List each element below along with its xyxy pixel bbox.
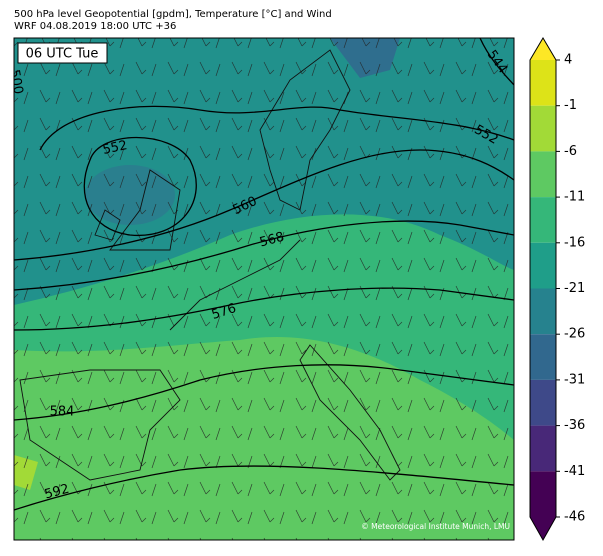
colorbar-tick-label: -36 <box>564 418 585 433</box>
contour-label: 576 <box>210 301 238 323</box>
time-label: 06 UTC Tue <box>26 47 99 62</box>
colorbar-band <box>530 197 556 243</box>
colorbar: 4 -1 -6 -11 -16 -21 -26 -31 -36 -41 -46 <box>529 37 585 542</box>
contour-label: 592 <box>43 482 71 503</box>
colorbar-tick-label: -41 <box>564 464 585 479</box>
colorbar-extend <box>530 38 556 60</box>
time-box <box>17 42 108 64</box>
contour-line <box>14 364 514 421</box>
colorbar-band <box>530 288 556 335</box>
colorbar-band <box>530 60 556 106</box>
colorbar-band <box>530 425 556 472</box>
contour-line <box>14 149 514 261</box>
contour-label: 584 <box>50 405 75 420</box>
colorbar-band <box>530 379 556 426</box>
contour-line <box>39 105 514 151</box>
contour-line <box>479 38 514 86</box>
colorbar-tick-label: -16 <box>564 235 585 250</box>
contour-label: 500 <box>6 68 25 95</box>
contour-label: 552 <box>101 138 128 158</box>
colorbar-band <box>530 334 556 380</box>
colorbar-band <box>530 242 556 289</box>
contour-line <box>14 287 514 331</box>
colorbar-tick-label: -46 <box>564 510 585 525</box>
colorbar-tick-label: -31 <box>564 372 585 387</box>
colorbar-band <box>530 471 556 517</box>
colorbar-band <box>530 105 556 152</box>
contour-line <box>83 136 197 237</box>
colorbar-tick-label: -1 <box>564 98 577 113</box>
title: 500 hPa level Geopotential [gpdm], Tempe… <box>14 9 332 20</box>
colorbar-extend <box>530 517 556 540</box>
colorbar-tick-label: -11 <box>564 190 585 205</box>
colorbar-band <box>530 151 556 198</box>
colorbar-tick-label: -26 <box>564 327 585 342</box>
subtitle: WRF 04.08.2019 18:00 UTC +36 <box>14 21 176 32</box>
contour-line <box>14 465 514 511</box>
wind-barbs <box>14 38 514 540</box>
contour-line <box>14 220 514 291</box>
colorbar-tick-label: 4 <box>564 53 572 68</box>
map: 552 560 568 576 584 592 544 552 500 © Me… <box>6 38 514 540</box>
credit: © Meteorological Institute Munich, LMU <box>361 522 510 531</box>
colorbar-tick-label: -6 <box>564 144 577 159</box>
coastline <box>19 49 401 481</box>
contour-label: 568 <box>258 230 286 251</box>
colorbar-tick-label: -21 <box>564 281 585 296</box>
map-frame <box>13 37 515 541</box>
